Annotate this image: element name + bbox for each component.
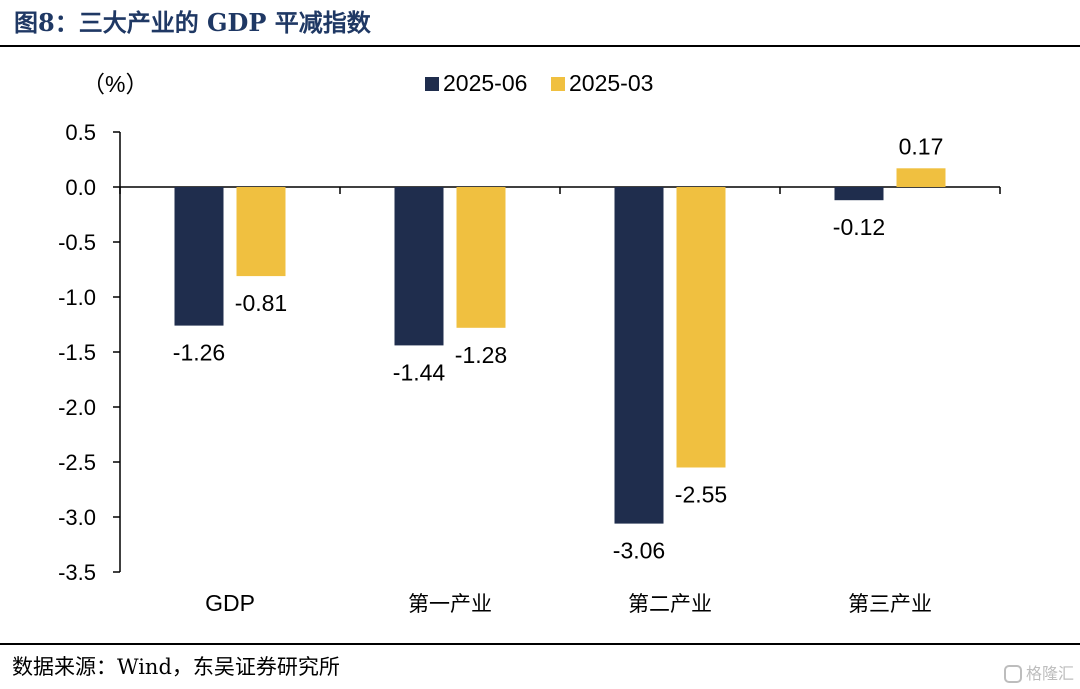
data-label: -1.26	[173, 340, 225, 366]
figure-title: 图8：三大产业的 GDP 平减指数	[14, 8, 371, 37]
y-tick-label: -3.5	[58, 560, 96, 585]
bar-chart: （%） 2025-06 2025-03 0.5 0.0 -0.5 -1.0 -1.5 -2.…	[58, 70, 1001, 616]
bar	[676, 187, 726, 468]
y-tick-label: 0.5	[65, 120, 96, 145]
bar	[236, 187, 286, 277]
data-label: 0.17	[899, 133, 944, 159]
x-category-label: 第二产业	[628, 592, 712, 616]
data-label: -3.06	[613, 538, 665, 564]
bar	[834, 187, 884, 201]
y-tick-label: -1.5	[58, 340, 96, 365]
data-label: -2.55	[675, 482, 727, 508]
bar	[614, 187, 664, 524]
bar	[896, 168, 946, 187]
x-category-label: GDP	[205, 590, 255, 616]
footer-rule	[0, 643, 1080, 645]
data-label: -1.44	[393, 359, 446, 385]
legend-label: 2025-06	[443, 70, 527, 96]
y-unit-label: （%）	[82, 71, 148, 97]
data-label: -0.81	[235, 290, 287, 316]
y-tick-label: -3.0	[58, 505, 96, 530]
bar	[456, 187, 506, 328]
legend-label: 2025-03	[569, 70, 653, 96]
y-tick-label: -2.5	[58, 450, 96, 475]
data-labels: -1.26 -1.44 -3.06 -0.12 -0.81 -1.28 -2.55 0.17	[173, 133, 944, 563]
legend-swatch	[425, 77, 439, 91]
watermark: 格隆汇	[1003, 660, 1074, 684]
bar	[174, 187, 224, 326]
y-tick-label: 0.0	[65, 175, 96, 200]
title-rule	[0, 45, 1080, 47]
watermark-text: 格隆汇	[1025, 664, 1074, 683]
data-label: -0.12	[833, 214, 885, 240]
source-note: 数据来源：Wind，东吴证券研究所	[12, 655, 340, 679]
data-label: -1.28	[455, 342, 507, 368]
watermark-logo-icon	[1003, 665, 1022, 683]
x-category-label: 第一产业	[408, 592, 492, 616]
legend: 2025-06 2025-03	[425, 70, 653, 96]
bar	[394, 187, 444, 346]
x-category-label: 第三产业	[848, 592, 932, 616]
y-tick-label: -2.0	[58, 395, 96, 420]
legend-swatch	[551, 77, 565, 91]
y-tick-label: -0.5	[58, 230, 96, 255]
bars	[174, 168, 946, 524]
y-tick-label: -1.0	[58, 285, 96, 310]
